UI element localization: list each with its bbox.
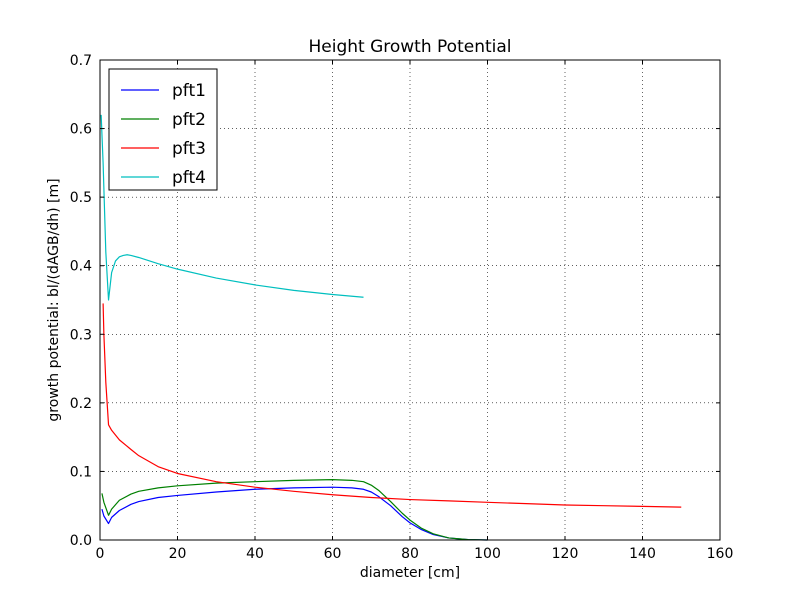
series-line-pft3	[102, 303, 682, 508]
y-tick-label: 0.7	[70, 53, 92, 69]
legend-box	[108, 68, 218, 191]
y-tick-label: 0.5	[70, 190, 92, 206]
y-tick-label: 0.3	[70, 327, 92, 343]
chart-title: Height Growth Potential	[308, 37, 511, 57]
y-tick-label: 0.0	[70, 533, 92, 549]
y-tick-label: 0.1	[70, 464, 92, 480]
series-line-pft1	[101, 486, 488, 541]
x-tick-label: 0	[96, 546, 105, 562]
series-lines	[100, 114, 682, 541]
axis-ticks: 0 20 40 60 80 100 120 140 160 0.0 0.1 0.2 0.3 0.4 0.5 0…	[70, 53, 734, 562]
x-tick-label: 40	[246, 546, 264, 562]
y-tick-label: 0.2	[70, 396, 92, 412]
x-tick-label: 120	[552, 546, 579, 562]
x-tick-label: 80	[401, 546, 419, 562]
x-tick-label: 20	[169, 546, 187, 562]
y-axis-label: growth potential: bl/(dAGB/dh) [m]	[46, 178, 62, 421]
legend: pft1 pft2 pft3 pft4	[108, 68, 218, 191]
y-tick-label: 0.4	[70, 259, 92, 275]
legend-label-pft2: pft2	[172, 110, 206, 130]
y-tick-label: 0.6	[70, 122, 92, 138]
grid	[100, 60, 720, 540]
series-line-pft2	[101, 479, 488, 541]
legend-label-pft3: pft3	[172, 139, 206, 159]
legend-label-pft1: pft1	[172, 81, 206, 101]
x-tick-label: 140	[629, 546, 656, 562]
x-axis-label: diameter [cm]	[360, 565, 460, 581]
legend-label-pft4: pft4	[172, 168, 206, 188]
x-tick-label: 60	[324, 546, 342, 562]
x-tick-label: 100	[474, 546, 501, 562]
series-line-pft4	[100, 114, 364, 301]
x-tick-label: 160	[707, 546, 734, 562]
